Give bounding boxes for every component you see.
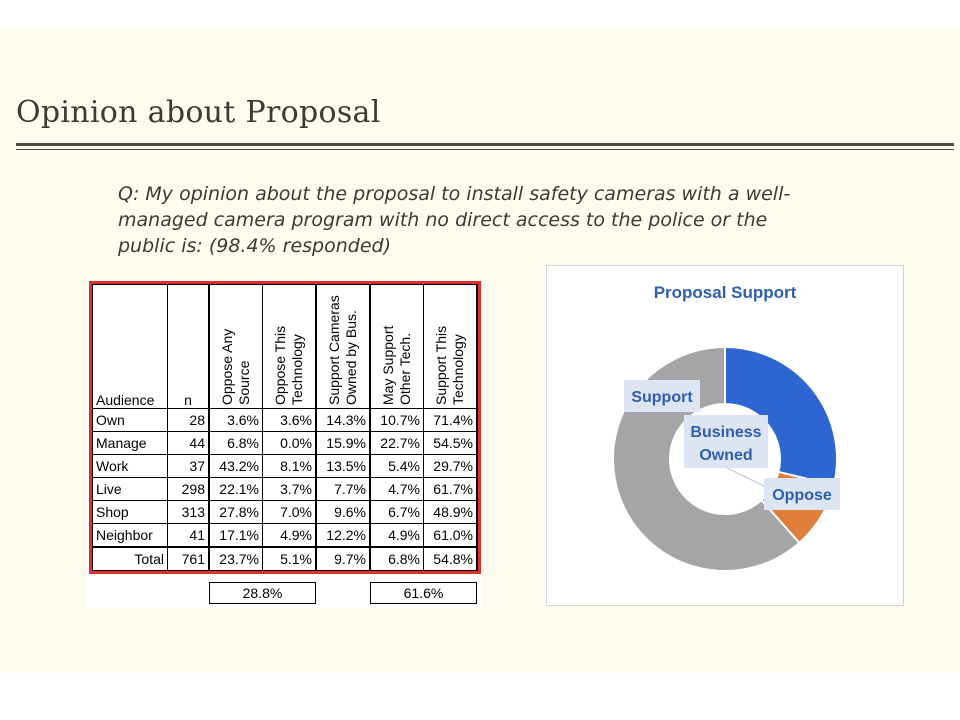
table-cell: 22.1% (208, 477, 263, 501)
row-n: 761 (167, 546, 210, 571)
table-cell: 48.9% (423, 500, 478, 524)
header-may-support: May Support Other Tech. (369, 284, 424, 409)
page-title: Opinion about Proposal (16, 95, 381, 130)
table-row: Own 28 3.6% 3.6% 14.3% 10.7% 71.4% (92, 408, 478, 432)
survey-question: Q: My opinion about the proposal to inst… (118, 183, 791, 257)
results-table-panel: Audience n Oppose Any Source Oppose This T… (86, 280, 482, 608)
table-cell: 43.2% (208, 454, 263, 478)
table-cell: 61.0% (423, 523, 478, 548)
table-cell: 17.1% (208, 523, 263, 548)
row-n: 44 (167, 431, 210, 455)
table-cell: 23.7% (208, 546, 263, 571)
table-cell: 27.8% (208, 500, 263, 524)
table-cell: 54.5% (423, 431, 478, 455)
row-n: 298 (167, 477, 210, 501)
table-cell: 3.6% (262, 408, 317, 432)
table-cell: 0.0% (262, 431, 317, 455)
table-cell: 4.9% (369, 523, 424, 548)
header-text: May Support (380, 325, 396, 405)
table-cell: 4.7% (369, 477, 424, 501)
table-cell: 5.1% (262, 546, 317, 571)
row-label: Own (92, 408, 168, 432)
header-text: Technology (450, 334, 466, 405)
table-cell: 6.7% (369, 500, 424, 524)
table-total-row: Total 761 23.7% 5.1% 9.7% 6.8% 54.8% (92, 546, 478, 571)
table-cell: 9.7% (315, 546, 371, 571)
row-label: Manage (92, 431, 168, 455)
svg-text:Oppose: Oppose (772, 487, 832, 504)
row-label: Shop (92, 500, 168, 524)
row-n: 41 (167, 523, 210, 548)
svg-text:Support: Support (631, 389, 693, 406)
group-support-total: 61.6% (370, 582, 477, 604)
header-oppose-this: Oppose This Technology (262, 284, 317, 409)
row-n: 37 (167, 454, 210, 478)
row-label: Work (92, 454, 168, 478)
group-oppose-total: 28.8% (209, 582, 316, 604)
table-cell: 8.1% (262, 454, 317, 478)
table-cell: 22.7% (369, 431, 424, 455)
slice-oppose (724, 345, 838, 487)
row-n: 28 (167, 408, 210, 432)
table-cell: 29.7% (423, 454, 478, 478)
donut-chart: Oppose Business Owned Support (612, 345, 840, 572)
table-row: Neighbor 41 17.1% 4.9% 12.2% 4.9% 61.0% (92, 523, 478, 548)
title-rule-thick (16, 143, 954, 146)
svg-text:Business: Business (690, 424, 761, 441)
header-text: Oppose This (272, 325, 288, 405)
table-cell: 12.2% (315, 523, 371, 548)
table-header-row: Audience n Oppose Any Source Oppose This T… (92, 284, 478, 409)
table-row: Live 298 22.1% 3.7% 7.7% 4.7% 61.7% (92, 477, 478, 501)
table-cell: 54.8% (423, 546, 478, 571)
table-cell: 71.4% (423, 408, 478, 432)
header-text: Support Cameras (326, 295, 342, 405)
donut-chart-panel: Proposal Support Oppose Business Owned Supp… (546, 265, 904, 606)
table-cell: 7.0% (262, 500, 317, 524)
header-text: Technology (289, 334, 305, 405)
results-table: Audience n Oppose Any Source Oppose This T… (92, 284, 478, 571)
table-row: Manage 44 6.8% 0.0% 15.9% 22.7% 54.5% (92, 431, 478, 455)
header-audience: Audience (92, 284, 168, 409)
table-cell: 6.8% (208, 431, 263, 455)
table-cell: 3.7% (262, 477, 317, 501)
table-cell: 3.6% (208, 408, 263, 432)
header-support-cameras: Support Cameras Owned by Bus. (315, 284, 371, 409)
table-cell: 9.6% (315, 500, 371, 524)
chart-title: Proposal Support (653, 283, 797, 302)
row-label: Neighbor (92, 523, 168, 548)
table-cell: 6.8% (369, 546, 424, 571)
table-row: Work 37 43.2% 8.1% 13.5% 5.4% 29.7% (92, 454, 478, 478)
table-cell: 13.5% (315, 454, 371, 478)
header-text: Oppose Any (219, 328, 235, 405)
header-text: Support This (433, 325, 449, 405)
table-cell: 4.9% (262, 523, 317, 548)
header-text: Other Tech. (397, 332, 413, 405)
label-business-owned: Business Owned (684, 415, 768, 468)
svg-text:Owned: Owned (699, 447, 752, 464)
header-support-this: Support This Technology (423, 284, 478, 409)
label-oppose: Oppose (764, 478, 840, 510)
row-n: 313 (167, 500, 210, 524)
header-text: Source (236, 360, 252, 405)
header-oppose-any: Oppose Any Source (208, 284, 263, 409)
title-rule-thin (16, 149, 954, 150)
row-label: Live (92, 477, 168, 501)
table-cell: 15.9% (315, 431, 371, 455)
label-support: Support (624, 380, 700, 412)
header-text: Owned by Bus. (343, 310, 359, 405)
table-cell: 5.4% (369, 454, 424, 478)
header-n: n (167, 284, 210, 409)
table-cell: 14.3% (315, 408, 371, 432)
table-row: Shop 313 27.8% 7.0% 9.6% 6.7% 48.9% (92, 500, 478, 524)
table-cell: 10.7% (369, 408, 424, 432)
table-cell: 7.7% (315, 477, 371, 501)
row-label: Total (92, 546, 168, 571)
table-cell: 61.7% (423, 477, 478, 501)
